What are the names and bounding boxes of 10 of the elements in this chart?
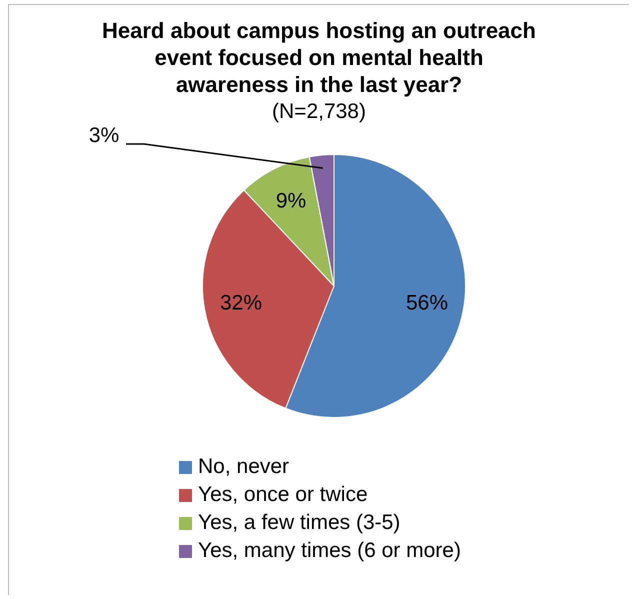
legend-label: Yes, once or twice — [198, 483, 368, 507]
chart-subtitle: (N=2,738) — [271, 100, 367, 124]
legend-label: Yes, many times (6 or more) — [198, 539, 461, 563]
chart-title: Heard about campus hosting an outreach event focused on mental health awareness in the last year? — [101, 17, 537, 98]
legend-label: Yes, a few times (3-5) — [198, 511, 400, 535]
data-label: 3% — [88, 124, 120, 147]
data-label: 56% — [406, 292, 448, 315]
legend-label: No, never — [198, 455, 290, 479]
data-label: 9% — [276, 189, 306, 212]
data-label: 32% — [220, 292, 262, 315]
